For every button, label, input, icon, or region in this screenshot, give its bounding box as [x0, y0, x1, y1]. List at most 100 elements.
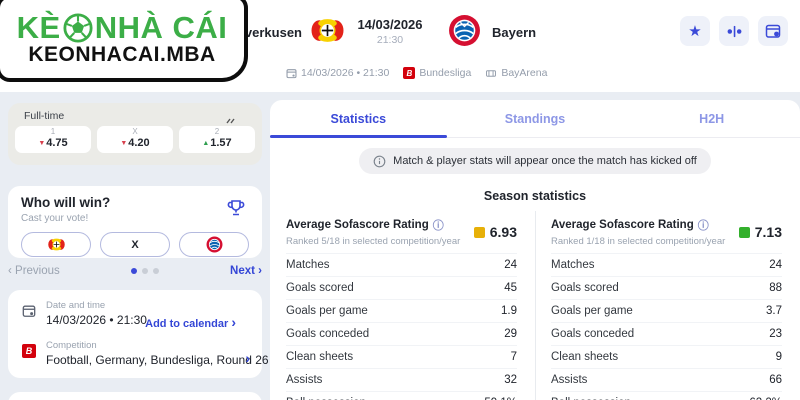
watermark-title: KÈ NHÀ CÁI [17, 12, 228, 43]
stat-row: Goals scored 88 [551, 276, 782, 299]
odds-option-1[interactable]: 1 ▼4.75 [15, 126, 91, 153]
odds-value: 1.57 [210, 136, 232, 149]
meta-venue-text: BayArena [501, 67, 548, 79]
pager-dot-1[interactable] [130, 268, 137, 274]
match-datetime: 14/03/2026 21:30 [348, 17, 432, 46]
away-team-name[interactable]: Bayern [492, 25, 537, 40]
next-label: Next [230, 265, 255, 277]
match-time: 21:30 [376, 34, 404, 46]
info-icon[interactable]: ⓘ [697, 220, 709, 232]
pager-dot-3[interactable] [152, 268, 159, 274]
stat-row: Ball possession62.2% [551, 391, 782, 400]
header-actions: ★ [680, 16, 788, 46]
add-to-calendar-button[interactable] [758, 16, 788, 46]
odds-label: 1 [50, 127, 56, 136]
odds-card-title: Full-time [24, 110, 65, 122]
stat-row: Ball possession59.1% [286, 391, 517, 400]
tab-statistics[interactable]: Statistics [270, 100, 447, 138]
trend-down-icon: ▼ [120, 139, 128, 147]
chevron-right-icon: › [231, 314, 236, 330]
leverkusen-logo[interactable] [311, 14, 344, 52]
soccer-ball-icon [63, 13, 93, 43]
vote-home-button[interactable] [21, 232, 91, 257]
watermark-domain: KEONHACAI.MBA [28, 43, 216, 67]
home-stats-column: Average Sofascore Rating ⓘ Ranked 5/18 in… [270, 211, 535, 400]
leverkusen-icon [47, 238, 65, 251]
vote-card: Who will win? Cast your vote! X [8, 186, 262, 258]
bundesliga-icon: B [403, 67, 416, 79]
stat-row: Clean sheets 9 [551, 345, 782, 368]
odds-options: 1 ▼4.75 X ▼4.20 2 ▲1.57 [15, 126, 255, 153]
pager-dots [130, 268, 159, 274]
chevron-right-icon[interactable]: › [245, 350, 250, 366]
stat-row: Goals conceded 23 [551, 322, 782, 345]
odds-label: X [132, 127, 138, 136]
fulltime-odds-card: Full-time 1 ▼4.75 X ▼4.20 2 ▲1.57 [8, 103, 262, 165]
rating-color-swatch [738, 226, 750, 238]
watermark-title-suffix: NHÀ CÁI [94, 10, 228, 46]
add-to-calendar-link[interactable]: Add to calendar › [145, 314, 236, 330]
vote-title: Who will win? [21, 195, 111, 210]
match-date: 14/03/2026 [357, 17, 423, 32]
vote-draw-button[interactable]: X [100, 232, 170, 257]
odds-value: 4.20 [128, 136, 150, 149]
rating-label: Average Sofascore Rating [551, 219, 694, 231]
next-button[interactable]: Next › [230, 265, 262, 277]
competition-value: Football, Germany, Bundesliga, Round 26 [46, 353, 269, 367]
meta-league-text: Bundesliga [419, 67, 472, 79]
date-value: 14/03/2026 • 21:30 [46, 313, 147, 327]
date-row: Date and time 14/03/2026 • 21:30 Add to … [20, 300, 250, 330]
stat-row: Assists 32 [286, 368, 517, 391]
tab-standings[interactable]: Standings [504, 111, 566, 126]
info-icon [373, 155, 386, 167]
bayern-icon [206, 236, 222, 253]
calendar-icon [286, 68, 297, 78]
competition-row[interactable]: B Competition Football, Germany, Bundesl… [20, 340, 269, 367]
favorite-button[interactable]: ★ [680, 16, 710, 46]
stat-row: Assists 66 [551, 368, 782, 391]
stat-row: Goals conceded 29 [286, 322, 517, 345]
vote-draw-label: X [131, 238, 139, 251]
meta-venue: BayArena [485, 67, 547, 79]
bookmaker-logo [226, 111, 238, 129]
compare-button[interactable] [719, 16, 749, 46]
vote-away-button[interactable] [179, 232, 249, 257]
stat-row: Clean sheets 7 [286, 345, 517, 368]
keonhacai-watermark: KÈ NHÀ CÁI KEONHACAI.MBA [0, 0, 248, 82]
trend-up-icon: ▲ [202, 139, 210, 147]
odds-option-2[interactable]: 2 ▲1.57 [179, 126, 255, 153]
match-meta: 14/03/2026 • 21:30 B Bundesliga BayArena [286, 67, 555, 79]
meta-league[interactable]: B Bundesliga [403, 67, 471, 79]
vote-options: X [21, 232, 249, 257]
odds-option-x[interactable]: X ▼4.20 [97, 126, 173, 153]
next-card-edge [8, 392, 262, 400]
competition-label: Competition [46, 340, 97, 351]
odds-label: 2 [214, 127, 220, 136]
stat-row: Goals scored 45 [286, 276, 517, 299]
star-icon: ★ [688, 23, 702, 40]
home-rating-sub: Ranked 5/18 in selected competition/year [286, 236, 461, 247]
rating-color-swatch [473, 226, 485, 238]
tab-bar: Statistics Standings H2H [270, 100, 800, 138]
watermark-title-prefix: KÈ [16, 10, 61, 46]
bayern-logo[interactable] [448, 14, 481, 52]
meta-datetime-text: 14/03/2026 • 21:30 [301, 67, 390, 79]
vote-subtitle: Cast your vote! [21, 213, 89, 224]
bundesliga-icon: B [22, 344, 38, 358]
previous-button[interactable]: ‹ Previous [8, 265, 60, 277]
tab-h2h[interactable]: H2H [699, 111, 725, 126]
stat-row: Goals per game 1.9 [286, 299, 517, 322]
match-details-card: Date and time 14/03/2026 • 21:30 Add to … [8, 290, 269, 378]
home-rating-row: Average Sofascore Rating ⓘ Ranked 5/18 in… [286, 211, 517, 253]
calendar-clock-icon [765, 24, 781, 38]
season-columns: Average Sofascore Rating ⓘ Ranked 5/18 in… [270, 211, 800, 400]
odds-value: 4.75 [46, 136, 68, 149]
away-stats-column: Average Sofascore Rating ⓘ Ranked 1/18 in… [535, 211, 800, 400]
stat-row: Goals per game 3.7 [551, 299, 782, 322]
pager-dot-2[interactable] [141, 268, 148, 274]
calendar-icon [22, 304, 38, 323]
info-icon[interactable]: ⓘ [432, 220, 444, 232]
compare-icon [727, 25, 741, 37]
rating-label: Average Sofascore Rating [286, 219, 429, 231]
